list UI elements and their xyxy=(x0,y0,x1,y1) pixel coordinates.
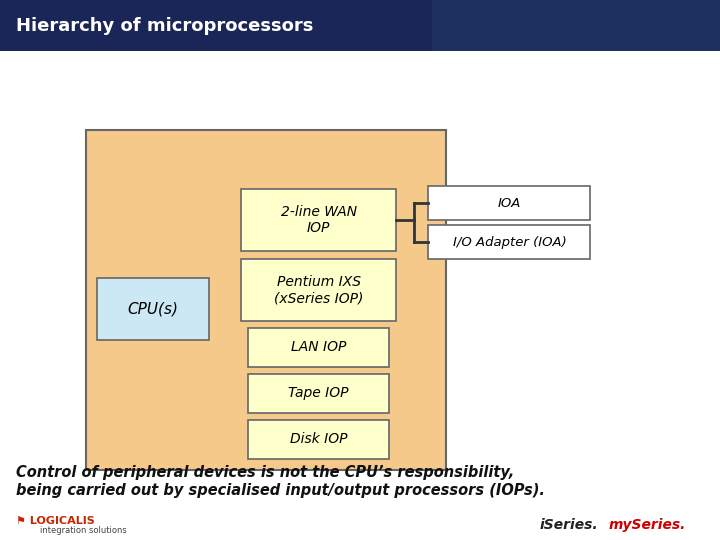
FancyBboxPatch shape xyxy=(0,51,720,540)
FancyBboxPatch shape xyxy=(0,0,720,51)
FancyBboxPatch shape xyxy=(248,420,389,459)
Text: Control of peripheral devices is not the CPU’s responsibility,
being carried out: Control of peripheral devices is not the… xyxy=(16,465,545,498)
Text: LAN IOP: LAN IOP xyxy=(291,341,346,354)
Text: CPU(s): CPU(s) xyxy=(127,302,179,316)
FancyBboxPatch shape xyxy=(428,186,590,220)
FancyBboxPatch shape xyxy=(97,278,209,340)
Text: 2-line WAN
IOP: 2-line WAN IOP xyxy=(281,205,356,235)
FancyBboxPatch shape xyxy=(428,225,590,259)
Text: mySeries.: mySeries. xyxy=(608,518,685,532)
Text: integration solutions: integration solutions xyxy=(40,526,126,535)
FancyBboxPatch shape xyxy=(432,0,720,51)
FancyBboxPatch shape xyxy=(248,328,389,367)
Text: Tape IOP: Tape IOP xyxy=(288,387,349,400)
FancyBboxPatch shape xyxy=(86,130,446,470)
Text: Hierarchy of microprocessors: Hierarchy of microprocessors xyxy=(16,17,313,35)
Text: IOA: IOA xyxy=(498,197,521,210)
FancyBboxPatch shape xyxy=(248,374,389,413)
FancyBboxPatch shape xyxy=(241,189,396,251)
Text: Pentium IXS
(xSeries IOP): Pentium IXS (xSeries IOP) xyxy=(274,275,364,305)
Text: iSeries.: iSeries. xyxy=(540,518,598,532)
Text: ⚑ LOGICALIS: ⚑ LOGICALIS xyxy=(16,516,94,526)
FancyBboxPatch shape xyxy=(241,259,396,321)
Text: Disk IOP: Disk IOP xyxy=(290,433,347,446)
Text: I/O Adapter (IOA): I/O Adapter (IOA) xyxy=(453,235,566,249)
